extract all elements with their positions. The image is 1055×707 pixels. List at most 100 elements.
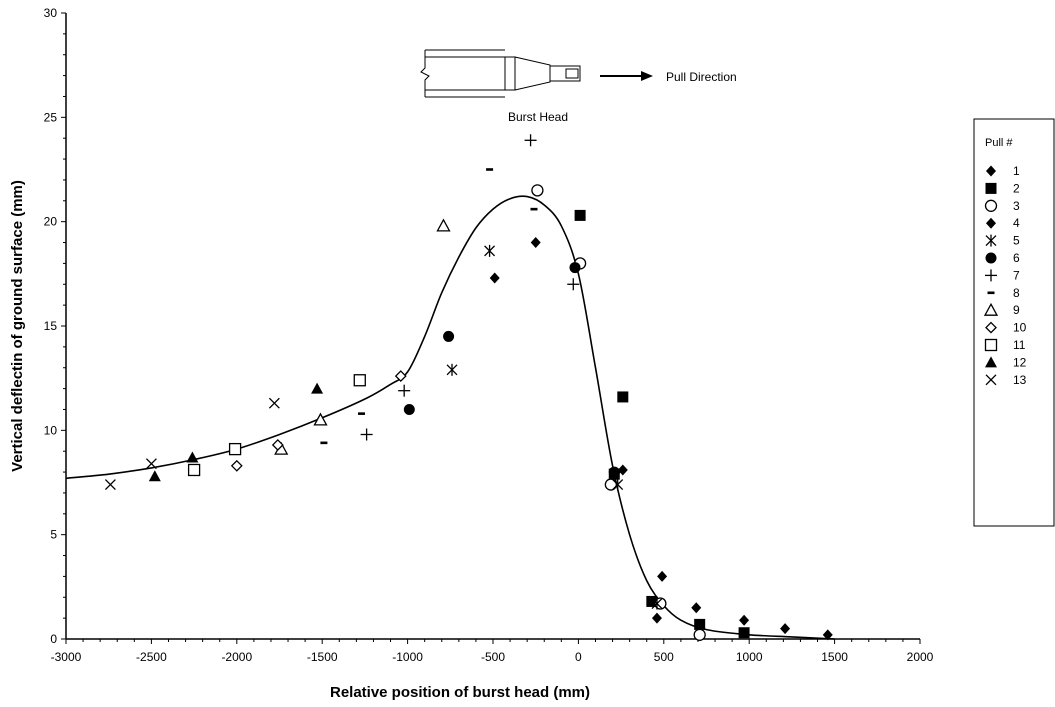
point-pull-11 [228, 442, 242, 456]
point-pull-8 [530, 207, 538, 211]
y-tick-label: 10 [44, 423, 58, 437]
legend-marker-pull-2 [985, 182, 997, 194]
point-pull-9 [313, 412, 328, 426]
x-tick-label: -1000 [392, 650, 423, 664]
x-tick-label: 500 [654, 650, 674, 664]
legend-label-pull-6: 6 [1013, 251, 1020, 265]
point-pull-5 [446, 363, 458, 376]
point-pull-10 [271, 439, 284, 451]
legend-marker-pull-1 [986, 165, 996, 177]
point-pull-5 [651, 597, 663, 610]
point-pull-6 [608, 466, 620, 478]
legend-marker-pull-6 [985, 252, 997, 264]
legend-marker-pull-8 [987, 291, 995, 295]
point-pull-2 [738, 627, 750, 639]
x-tick-label: 2000 [907, 650, 934, 664]
point-pull-1 [780, 623, 791, 635]
point-pull-8 [486, 168, 494, 171]
legend-marker-pull-13 [985, 374, 997, 386]
legend-label-pull-4: 4 [1013, 216, 1020, 230]
point-pull-1 [739, 614, 750, 626]
x-tick-label: -1500 [307, 650, 338, 664]
legend-title: Pull # [985, 137, 1013, 149]
point-pull-6 [403, 403, 415, 415]
point-pull-10 [394, 370, 407, 382]
point-pull-4 [489, 272, 500, 284]
legend-marker-pull-5 [985, 234, 997, 247]
point-pull-10 [230, 459, 243, 472]
pull-shackle-inner [565, 68, 579, 79]
legend-label-pull-13: 13 [1013, 373, 1027, 387]
point-pull-6 [443, 330, 455, 342]
point-pull-1 [822, 629, 833, 641]
burst-head-cone [514, 56, 551, 91]
legend-label-pull-1: 1 [1013, 164, 1020, 178]
legend-label-pull-8: 8 [1013, 286, 1020, 300]
y-tick-label: 30 [44, 6, 58, 20]
point-pull-7 [524, 134, 537, 147]
y-tick-label: 0 [50, 632, 57, 646]
point-pull-9 [436, 218, 451, 232]
point-pull-3 [604, 478, 618, 491]
y-tick-label: 20 [44, 215, 58, 229]
point-pull-4 [530, 237, 541, 249]
x-tick-label: 1500 [821, 650, 848, 664]
x-tick-label: -2500 [136, 650, 167, 664]
point-pull-7 [360, 428, 373, 441]
data-markers [104, 134, 833, 641]
burst-head-label: Burst Head [508, 110, 568, 124]
point-pull-5 [612, 478, 624, 491]
legend-marker-pull-4 [986, 217, 996, 229]
point-pull-3 [693, 628, 706, 641]
burst-head-diagram: Pull Direction Burst Head [420, 49, 737, 124]
legend-marker-pull-3 [984, 199, 998, 212]
point-pull-13 [104, 479, 116, 491]
point-pull-12 [186, 451, 199, 463]
legend-label-pull-11: 11 [1013, 338, 1026, 352]
plot-area: -3000 -2500 -2000 -1500 -1000 -500 0 500 1000 150… [44, 6, 934, 664]
legend-label-pull-7: 7 [1013, 268, 1020, 282]
point-pull-2 [617, 391, 629, 403]
point-pull-2 [574, 209, 586, 221]
legend-marker-pull-10 [985, 321, 997, 334]
point-pull-11 [353, 374, 366, 387]
point-pull-13 [268, 397, 280, 409]
point-pull-1 [657, 570, 668, 582]
x-ticks: -3000 -2500 -2000 -1500 -1000 -500 0 500 1000 150… [51, 639, 934, 664]
x-axis-label: Relative position of burst head (mm) [330, 684, 590, 701]
legend-marker-pull-11 [984, 338, 998, 352]
legend-label-pull-2: 2 [1013, 181, 1020, 195]
point-pull-5 [484, 244, 496, 257]
point-pull-13 [145, 458, 157, 470]
y-tick-label: 15 [44, 319, 58, 333]
trend-line [65, 195, 835, 640]
point-pull-2 [694, 618, 706, 630]
x-tick-label: 0 [575, 650, 582, 664]
point-pull-11 [187, 463, 201, 477]
point-pull-3 [531, 184, 544, 197]
legend-marker-pull-9 [983, 302, 999, 316]
x-tick-label: -2000 [221, 650, 252, 664]
pipe-break-mark [420, 50, 430, 97]
y-tick-label: 25 [44, 110, 58, 124]
point-pull-1 [651, 612, 662, 624]
pull-direction-label: Pull Direction [666, 70, 737, 84]
x-tick-label: -500 [481, 650, 505, 664]
x-tick-label: -3000 [51, 650, 82, 664]
legend-marker-pull-12 [985, 356, 997, 368]
legend-label-pull-3: 3 [1013, 199, 1020, 213]
legend-marker-pull-7 [985, 269, 997, 282]
legend-label-pull-12: 12 [1013, 355, 1027, 369]
point-pull-8 [357, 412, 365, 415]
y-axis-label: Vertical deflectin of ground surface (mm… [9, 180, 26, 472]
point-pull-7 [567, 278, 580, 291]
point-pull-12 [311, 382, 324, 394]
point-pull-6 [569, 262, 581, 274]
y-tick-label: 5 [50, 528, 57, 542]
point-pull-8 [320, 441, 328, 445]
burst-head-body [504, 56, 516, 91]
legend-label-pull-5: 5 [1013, 234, 1020, 248]
